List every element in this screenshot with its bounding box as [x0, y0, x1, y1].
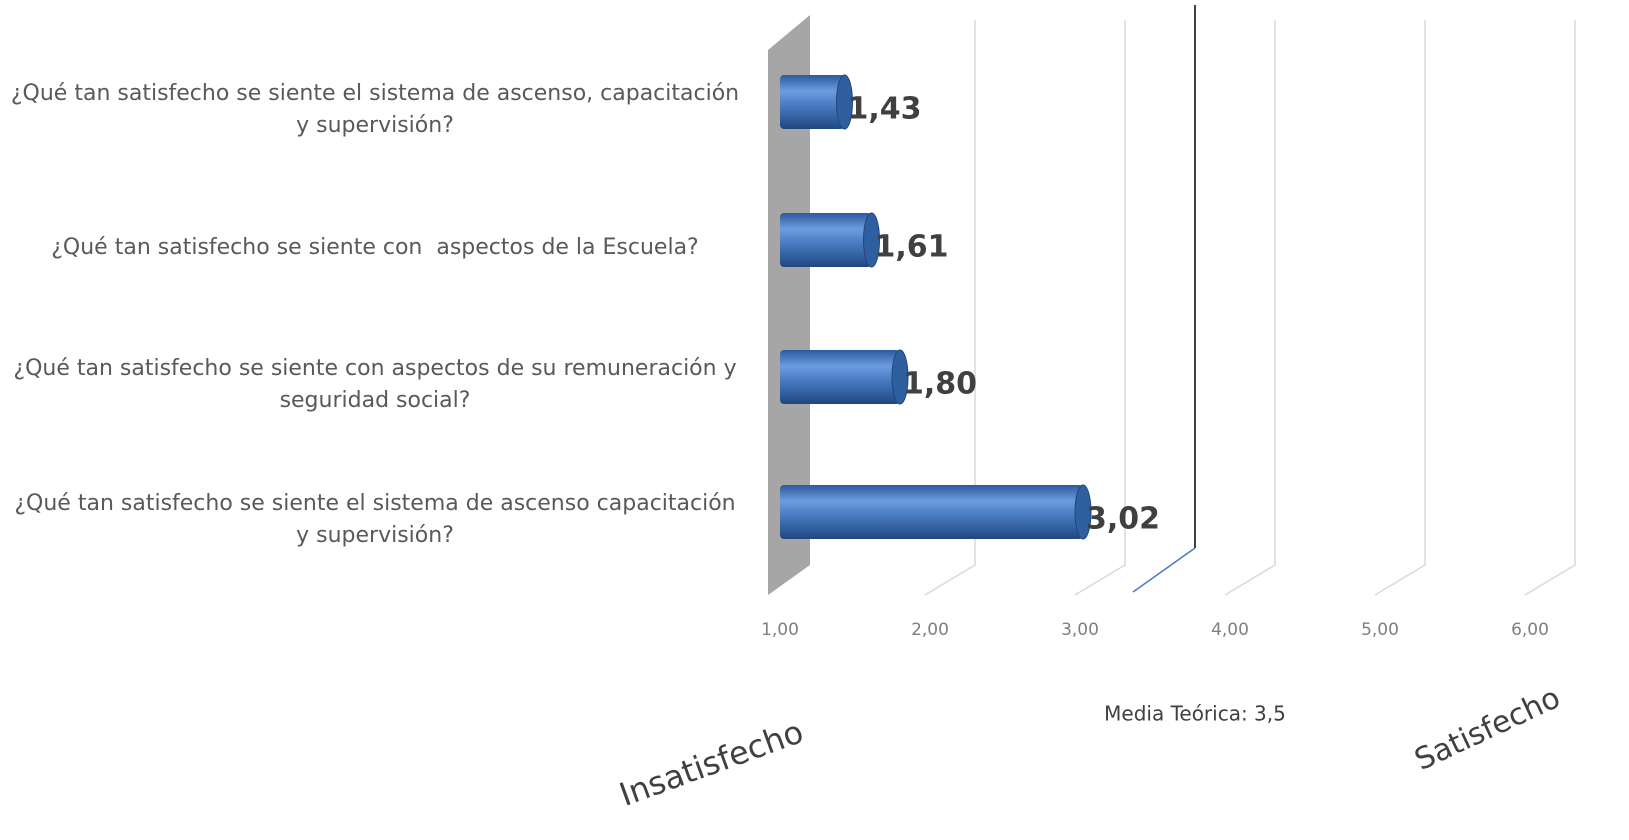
grid-line [1074, 20, 1126, 596]
grid-line [1374, 20, 1426, 596]
reference-label: Media Teórica: 3,5 [1104, 702, 1286, 726]
category-label: ¿Qué tan satisfecho se siente con aspect… [13, 356, 744, 413]
category-label: ¿Qué tan satisfecho se siente con aspect… [51, 235, 699, 260]
reference-line-floor [1132, 547, 1196, 593]
category-label: ¿Qué tan satisfecho se siente el sistema… [10, 81, 747, 138]
x-tick-label: 6,00 [1511, 620, 1549, 640]
x-tick-label: 1,00 [761, 620, 799, 640]
annotation: Satisfecho [1409, 680, 1565, 778]
bar [780, 213, 872, 267]
bar-cap [863, 212, 880, 268]
grid-line [1224, 20, 1276, 596]
value-label: 1,61 [875, 230, 949, 265]
value-label: 1,43 [848, 92, 922, 127]
annotation: Insatisfecho [614, 712, 808, 814]
bar-cap [836, 74, 853, 130]
category-label: ¿Qué tan satisfecho se siente el sistema… [14, 491, 743, 548]
x-tick-label: 3,00 [1061, 620, 1099, 640]
bar [780, 350, 900, 404]
bar [780, 75, 845, 129]
back-wall [768, 15, 810, 595]
x-tick-label: 2,00 [911, 620, 949, 640]
bar-cap [891, 349, 909, 405]
grid-line [924, 20, 976, 596]
x-tick-label: 5,00 [1361, 620, 1399, 640]
value-label: 1,80 [903, 367, 977, 402]
bar [780, 485, 1083, 539]
x-tick-label: 4,00 [1211, 620, 1249, 640]
bar-cap [1074, 484, 1092, 540]
value-label: 3,02 [1086, 502, 1160, 537]
grid-line [1524, 20, 1576, 596]
